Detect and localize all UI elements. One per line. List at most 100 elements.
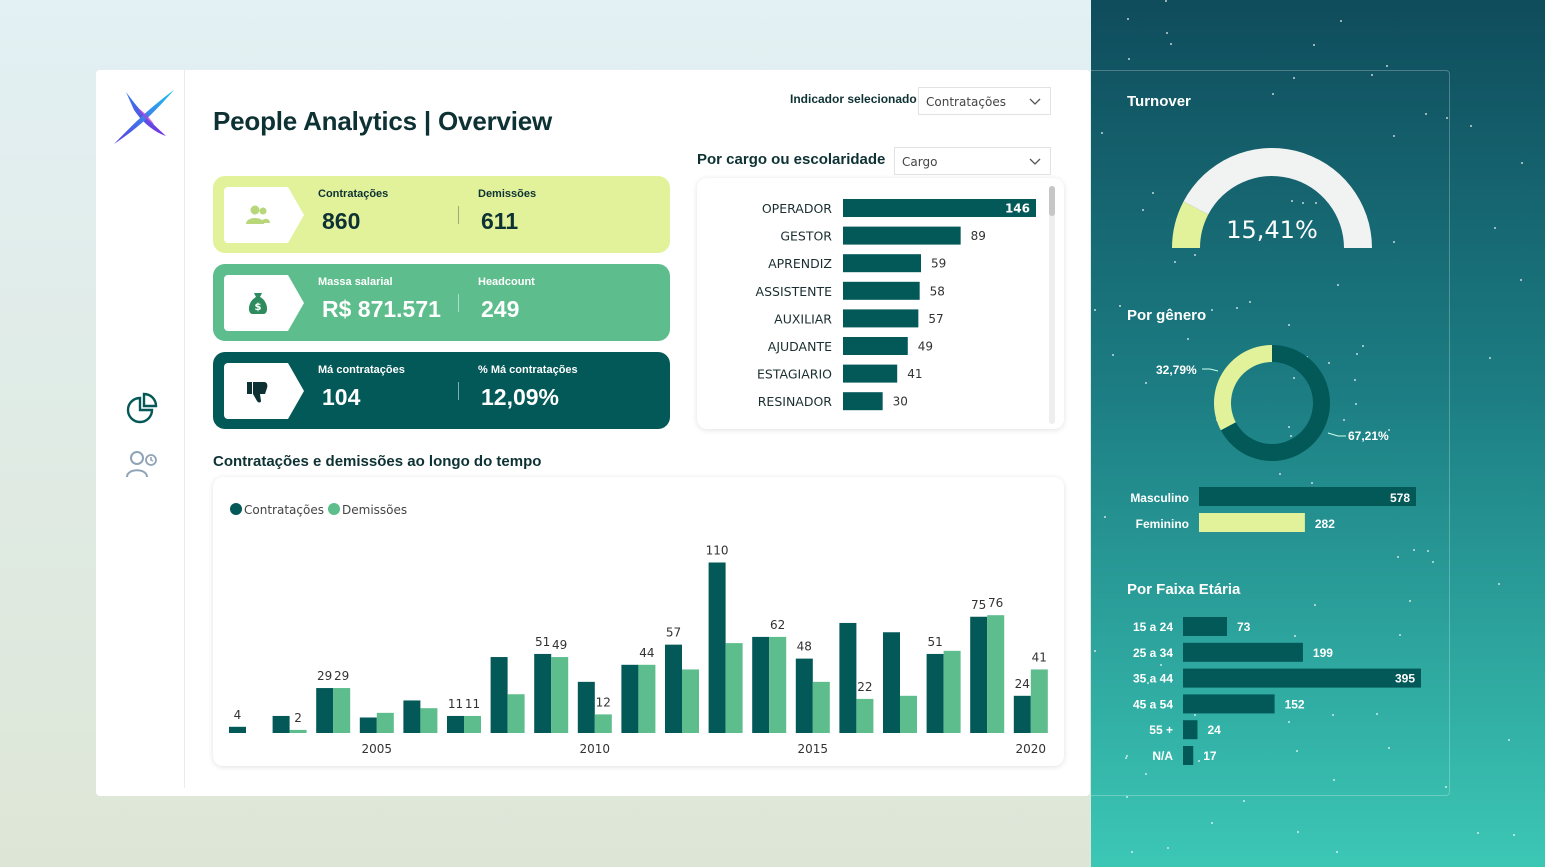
star-decoration xyxy=(1094,309,1096,311)
star-decoration xyxy=(1211,309,1213,311)
star-decoration xyxy=(1128,58,1130,60)
star-decoration xyxy=(1388,747,1390,749)
legend-label-contratacoes: Contratações xyxy=(244,503,324,517)
cargo-dropdown-value: Cargo xyxy=(902,155,938,169)
indicator-dropdown[interactable]: Contratações xyxy=(918,87,1051,115)
thumbs-down-icon xyxy=(247,382,268,403)
star-decoration xyxy=(1145,773,1147,775)
demissoes-bar xyxy=(943,650,961,733)
star-decoration xyxy=(1337,284,1339,286)
kpi-separator xyxy=(458,206,459,224)
contratacoes-data-label: 11 xyxy=(448,697,463,711)
star-decoration xyxy=(1127,18,1129,20)
genero-bar-value: 578 xyxy=(1390,491,1410,505)
contratacoes-bar xyxy=(926,653,944,733)
x-tick-label: 2020 xyxy=(1016,742,1047,756)
demissoes-bar xyxy=(333,688,351,733)
leader-line xyxy=(1327,432,1346,437)
contratacoes-bar xyxy=(970,616,988,733)
demissoes-bar xyxy=(987,615,1005,733)
faixa-bar-value: 17 xyxy=(1203,749,1217,763)
star-decoration xyxy=(1243,800,1245,802)
user-clock-icon[interactable] xyxy=(124,446,160,482)
cargo-value-label: 58 xyxy=(930,284,945,298)
faixa-bar-label: 25 a 34 xyxy=(1133,646,1173,660)
cargo-chart-panel: OPERADOR 146 GESTOR 89 APRENDIZ 59 ASSISTENTE 5… xyxy=(697,178,1064,429)
cargo-bar-chart: OPERADOR 146 GESTOR 89 APRENDIZ 59 ASSISTENTE 5… xyxy=(756,199,1036,411)
contratacoes-bar xyxy=(883,632,900,733)
faixa-bar-label: 55 + xyxy=(1149,723,1173,737)
star-decoration xyxy=(1236,307,1238,309)
turnover-value: 15,41% xyxy=(1226,216,1318,244)
star-decoration xyxy=(1409,600,1411,602)
kpi-label-a: Massa salarial xyxy=(318,276,393,288)
genero-bar xyxy=(1199,487,1416,506)
genero-value-label: 32,79% xyxy=(1156,363,1197,377)
cargo-category-label: OPERADOR xyxy=(762,201,832,216)
star-decoration xyxy=(1297,831,1299,833)
cargo-value-label: 89 xyxy=(971,229,986,243)
contratacoes-bar xyxy=(577,681,595,733)
star-decoration xyxy=(1187,338,1189,340)
contratacoes-data-label: 57 xyxy=(666,626,681,640)
contratacoes-data-label: 110 xyxy=(706,544,729,558)
star-decoration xyxy=(1386,65,1388,67)
star-decoration xyxy=(1356,353,1358,355)
star-decoration xyxy=(1427,550,1429,552)
star-decoration xyxy=(1094,650,1096,652)
leader-line xyxy=(1202,368,1219,372)
faixa-bar-value: 199 xyxy=(1313,646,1333,660)
chevron-down-icon xyxy=(1029,98,1041,105)
demissoes-data-label: 2 xyxy=(294,711,302,725)
star-decoration xyxy=(1393,241,1395,243)
cargo-scrollbar[interactable] xyxy=(1049,186,1055,424)
demissoes-bar xyxy=(900,695,917,733)
star-decoration xyxy=(1354,379,1356,381)
star-decoration xyxy=(1314,604,1316,606)
star-decoration xyxy=(1498,583,1500,585)
star-decoration xyxy=(1174,261,1176,263)
demissoes-bar xyxy=(420,708,438,733)
demissoes-data-label: 12 xyxy=(596,695,611,709)
star-decoration xyxy=(1355,403,1357,405)
kpi-value-a: 860 xyxy=(322,208,361,234)
faixa-bar xyxy=(1183,642,1303,662)
timeline-chart-panel: Contratações Demissões 4 2 29 29 11 11 51 49 12 44 5… xyxy=(213,477,1064,766)
star-decoration xyxy=(1279,473,1281,475)
star-decoration xyxy=(1272,93,1274,95)
cargo-bar xyxy=(843,254,921,273)
svg-text:$: $ xyxy=(255,302,262,313)
kpi-label-a: Contratações xyxy=(318,188,389,200)
demissoes-bar xyxy=(725,643,743,733)
contratacoes-bar xyxy=(1013,695,1031,733)
cargo-dropdown[interactable]: Cargo xyxy=(894,147,1051,175)
genero-bar-value: 282 xyxy=(1315,517,1335,531)
star-decoration xyxy=(1340,20,1342,22)
contratacoes-bar xyxy=(359,717,377,733)
demissoes-data-label: 11 xyxy=(465,697,480,711)
faixa-bar-value: 73 xyxy=(1237,620,1251,634)
page-title: People Analytics | Overview xyxy=(213,106,553,136)
contratacoes-data-label: 75 xyxy=(971,598,986,612)
star-decoration xyxy=(1126,796,1128,798)
star-decoration xyxy=(1211,822,1213,824)
kpi-value-b: 249 xyxy=(481,296,520,322)
kpi-card-ma-contratacoes: Má contratações 104 % Má contratações 12… xyxy=(213,352,670,429)
star-decoration xyxy=(1446,117,1448,119)
star-decoration xyxy=(1311,482,1313,484)
faixa-bar xyxy=(1183,668,1421,688)
star-decoration xyxy=(1290,435,1292,437)
star-decoration xyxy=(1313,44,1315,46)
star-decoration xyxy=(1432,561,1434,563)
demissoes-data-label: 22 xyxy=(857,680,872,694)
pie-chart-icon[interactable] xyxy=(124,390,160,426)
cargo-category-label: APRENDIZ xyxy=(768,256,832,271)
cargo-scrollbar-thumb[interactable] xyxy=(1049,186,1055,216)
demissoes-bar xyxy=(289,729,307,733)
legend-marker-demissoes xyxy=(328,503,340,515)
demissoes-bar xyxy=(856,698,874,733)
demissoes-data-label: 49 xyxy=(552,638,567,652)
star-decoration xyxy=(1520,279,1522,281)
star-decoration xyxy=(1489,357,1491,359)
star-decoration xyxy=(1513,834,1515,836)
